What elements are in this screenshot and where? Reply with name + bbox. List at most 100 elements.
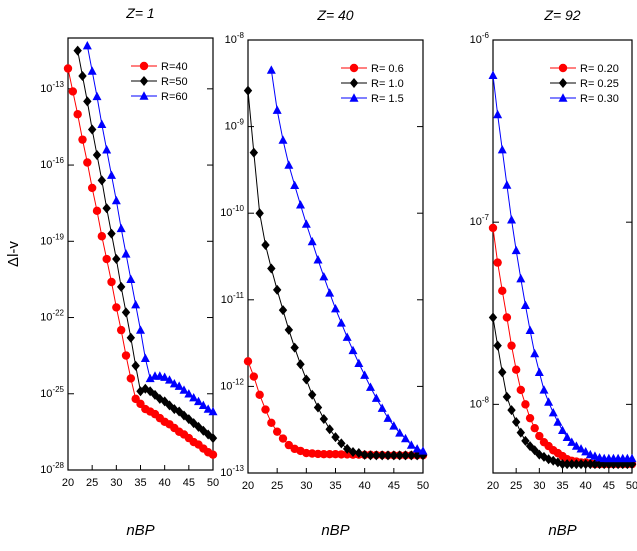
- marker: [544, 454, 553, 465]
- marker: [302, 374, 311, 385]
- marker: [290, 342, 299, 353]
- marker: [179, 410, 189, 421]
- marker: [97, 232, 107, 241]
- marker: [325, 449, 334, 459]
- marker: [102, 254, 111, 264]
- y-tick-label: 10-12: [220, 377, 244, 392]
- marker: [530, 423, 539, 433]
- marker: [525, 325, 535, 334]
- series-line: [270, 69, 424, 452]
- marker: [111, 195, 121, 205]
- marker: [243, 357, 253, 366]
- marker: [272, 284, 282, 295]
- marker: [97, 119, 107, 129]
- marker: [194, 421, 203, 432]
- marker: [511, 417, 521, 428]
- marker: [97, 175, 107, 186]
- y-tick-label: 10-8: [470, 395, 490, 410]
- x-axis-label: nBP: [126, 522, 154, 539]
- marker: [116, 223, 126, 233]
- marker: [112, 254, 121, 265]
- marker: [208, 433, 218, 444]
- marker: [261, 239, 270, 250]
- legend-marker: [139, 91, 149, 100]
- marker: [307, 236, 317, 246]
- marker: [562, 459, 572, 470]
- y-tick-label: 10-11: [221, 291, 245, 306]
- y-tick-label: 10-13: [40, 80, 64, 95]
- marker: [208, 406, 218, 416]
- marker: [586, 459, 595, 470]
- marker: [121, 249, 131, 258]
- marker: [581, 459, 590, 470]
- marker: [488, 312, 498, 323]
- marker: [360, 449, 369, 460]
- marker: [102, 203, 111, 214]
- marker: [395, 428, 405, 437]
- legend-label: R=40: [161, 61, 188, 73]
- marker: [590, 459, 600, 470]
- y-tick-label: 10-10: [220, 204, 244, 219]
- marker: [272, 427, 282, 436]
- y-tick-label: 10-8: [225, 31, 245, 46]
- x-tick-label: 40: [359, 480, 371, 492]
- marker: [337, 450, 346, 459]
- marker: [337, 438, 346, 449]
- marker: [336, 318, 346, 327]
- series-line: [86, 45, 214, 412]
- marker: [284, 324, 294, 335]
- legend-marker: [558, 93, 568, 102]
- legend-marker: [558, 63, 568, 73]
- marker: [255, 390, 264, 399]
- x-tick-label: 50: [207, 477, 219, 489]
- marker: [576, 459, 586, 470]
- series-line: [492, 317, 632, 465]
- marker: [261, 405, 270, 414]
- marker: [189, 393, 199, 402]
- marker: [507, 215, 517, 224]
- marker: [179, 385, 189, 394]
- marker: [488, 223, 498, 233]
- marker: [562, 432, 572, 441]
- marker: [342, 443, 352, 454]
- marker: [395, 450, 404, 461]
- marker: [319, 414, 329, 425]
- legend-label: R= 0.20: [580, 63, 619, 75]
- marker: [567, 459, 576, 470]
- marker: [116, 281, 126, 292]
- marker: [493, 340, 502, 351]
- marker: [354, 448, 364, 459]
- marker: [126, 332, 136, 343]
- marker: [627, 453, 637, 463]
- x-axis-label: nBP: [548, 522, 576, 539]
- y-tick-label: 10-16: [40, 156, 64, 171]
- x-tick-label: 45: [603, 480, 615, 492]
- marker: [325, 424, 334, 435]
- marker: [102, 145, 112, 154]
- marker: [412, 444, 422, 453]
- marker: [525, 413, 535, 423]
- marker: [165, 400, 174, 411]
- legend-label: R=60: [161, 91, 188, 103]
- marker: [600, 459, 609, 470]
- marker: [169, 378, 179, 388]
- x-tick-label: 40: [159, 477, 171, 489]
- legend-label: R=50: [161, 76, 188, 88]
- marker: [145, 373, 155, 383]
- marker: [383, 450, 393, 461]
- series-line: [77, 50, 214, 439]
- marker: [401, 450, 410, 461]
- marker: [184, 389, 194, 398]
- marker: [301, 219, 311, 228]
- x-tick-label: 30: [300, 480, 312, 492]
- marker: [521, 435, 530, 446]
- marker: [354, 358, 364, 367]
- marker: [121, 307, 131, 318]
- marker: [82, 40, 92, 50]
- marker: [140, 353, 150, 362]
- marker: [174, 381, 184, 390]
- x-tick-label: 50: [626, 480, 637, 492]
- x-tick-label: 25: [86, 477, 98, 489]
- marker: [126, 374, 136, 383]
- marker: [78, 135, 87, 144]
